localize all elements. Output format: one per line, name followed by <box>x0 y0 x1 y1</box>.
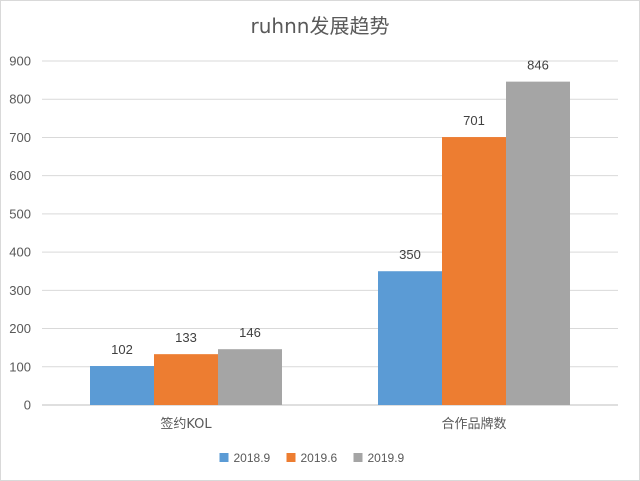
legend-label: 2019.6 <box>301 451 338 465</box>
y-tick-label: 900 <box>9 54 31 69</box>
data-label: 102 <box>111 342 133 357</box>
bar <box>90 366 154 405</box>
legend-label: 2018.9 <box>234 451 271 465</box>
y-tick-label: 500 <box>9 206 31 221</box>
legend-swatch <box>286 453 296 462</box>
chart-title: ruhnn发展趋势 <box>250 14 390 38</box>
y-tick-label: 100 <box>9 359 31 374</box>
legend-swatch <box>353 453 363 462</box>
data-label: 146 <box>239 325 261 340</box>
data-label: 133 <box>175 330 197 345</box>
y-tick-label: 200 <box>9 321 31 336</box>
y-tick-label: 300 <box>9 283 31 298</box>
x-tick-label: 合作品牌数 <box>441 416 506 432</box>
bar <box>378 271 442 405</box>
legend-swatch <box>219 453 229 462</box>
bar <box>154 354 218 405</box>
bar <box>442 137 506 405</box>
x-tick-label: 签约KOL <box>160 416 212 432</box>
y-tick-label: 600 <box>9 168 31 183</box>
y-tick-label: 700 <box>9 130 31 145</box>
data-label: 846 <box>527 58 549 73</box>
y-tick-label: 0 <box>24 398 31 413</box>
data-label: 701 <box>463 113 485 128</box>
data-label: 350 <box>399 247 421 262</box>
bar <box>218 349 282 405</box>
y-tick-label: 400 <box>9 245 31 260</box>
bar <box>506 81 570 405</box>
y-tick-label: 800 <box>9 92 31 107</box>
legend-label: 2019.9 <box>368 451 405 465</box>
